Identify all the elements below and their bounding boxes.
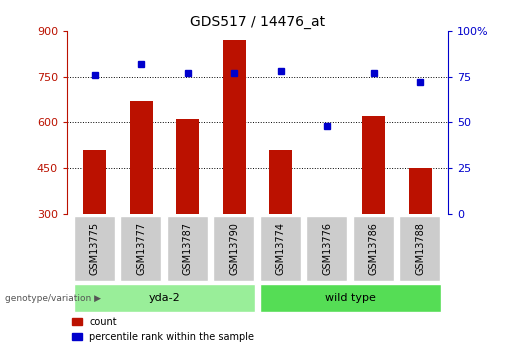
FancyBboxPatch shape (260, 216, 301, 281)
Text: GSM13786: GSM13786 (369, 222, 379, 275)
Text: GSM13774: GSM13774 (276, 222, 286, 275)
Legend: count, percentile rank within the sample: count, percentile rank within the sample (72, 317, 254, 342)
FancyBboxPatch shape (260, 284, 441, 313)
FancyBboxPatch shape (167, 216, 208, 281)
FancyBboxPatch shape (399, 216, 440, 281)
Bar (316, 214, 339, 305)
FancyBboxPatch shape (74, 216, 115, 281)
Text: GSM13776: GSM13776 (322, 222, 332, 275)
Text: genotype/variation ▶: genotype/variation ▶ (5, 294, 101, 303)
Bar (130, 101, 153, 305)
FancyBboxPatch shape (213, 216, 254, 281)
Text: GSM13788: GSM13788 (415, 222, 425, 275)
FancyBboxPatch shape (74, 284, 255, 313)
Bar (83, 150, 107, 305)
Bar (222, 40, 246, 305)
FancyBboxPatch shape (353, 216, 393, 281)
Text: GSM13787: GSM13787 (183, 222, 193, 275)
Text: GSM13777: GSM13777 (136, 222, 146, 275)
FancyBboxPatch shape (121, 216, 161, 281)
Bar (362, 116, 385, 305)
Text: GSM13790: GSM13790 (229, 222, 239, 275)
Bar (269, 150, 293, 305)
FancyBboxPatch shape (306, 216, 347, 281)
Text: GSM13775: GSM13775 (90, 222, 100, 275)
Text: wild type: wild type (325, 294, 376, 303)
Bar (408, 168, 432, 305)
Title: GDS517 / 14476_at: GDS517 / 14476_at (190, 14, 325, 29)
Bar (176, 119, 199, 305)
Text: yda-2: yda-2 (149, 294, 180, 303)
